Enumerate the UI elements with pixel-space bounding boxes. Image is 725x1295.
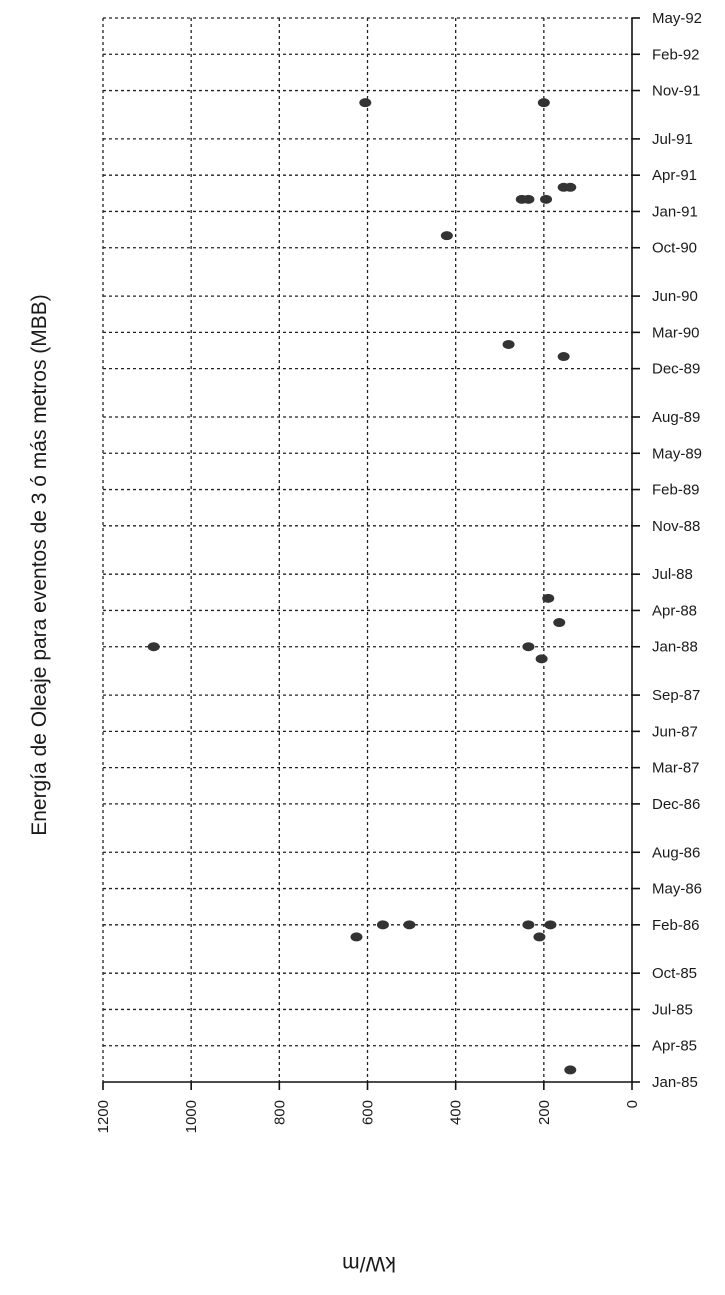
- date-tick-label: Jun-90: [652, 288, 698, 305]
- energy-tick-labels: 0 200 400 600 800 1000 1200: [95, 1100, 641, 1133]
- data-point: [553, 618, 566, 628]
- data-point: [350, 932, 363, 942]
- date-tick-label: Apr-88: [652, 602, 697, 619]
- data-point: [147, 642, 160, 652]
- data-point: [376, 920, 389, 930]
- energy-tick-label: 1200: [95, 1100, 112, 1133]
- date-tick-labels: Jan-85 Apr-85 Jul-85 Oct-85 Feb-86 May-86 Aug-…: [652, 10, 702, 1091]
- energy-tick-label: 400: [448, 1100, 465, 1125]
- date-tick-label: Mar-90: [652, 324, 700, 341]
- date-tick-label: May-89: [652, 445, 702, 462]
- date-tick-label: Dec-89: [652, 361, 700, 378]
- data-point: [440, 231, 453, 241]
- date-tick-label: Jul-88: [652, 566, 693, 583]
- date-tick-label: Feb-92: [652, 46, 700, 63]
- date-tick-label: Oct-90: [652, 240, 697, 257]
- data-points: [147, 98, 577, 1075]
- data-point: [522, 642, 535, 652]
- date-tick-label: Aug-86: [652, 844, 700, 861]
- data-point: [535, 654, 548, 664]
- axes: [102, 17, 640, 1090]
- date-tick-label: Jan-91: [652, 203, 698, 220]
- date-tick-label: May-86: [652, 881, 702, 898]
- date-tick-label: May-92: [652, 10, 702, 27]
- data-point: [502, 339, 515, 349]
- date-tick-label: Oct-85: [652, 965, 697, 982]
- date-tick-label: Aug-89: [652, 409, 700, 426]
- date-tick-label: Jan-88: [652, 639, 698, 656]
- date-tick-label: Jul-85: [652, 1001, 693, 1018]
- energy-tick-label: 1000: [183, 1100, 200, 1133]
- data-point: [544, 920, 557, 930]
- date-tick-label: Feb-89: [652, 482, 700, 499]
- grid-lines: [102, 17, 632, 1082]
- data-point: [533, 932, 546, 942]
- energy-tick-label: 200: [536, 1100, 553, 1125]
- data-point: [522, 194, 535, 204]
- energy-tick-label: 800: [271, 1100, 288, 1125]
- date-tick-label: Jun-87: [652, 723, 698, 740]
- date-tick-label: Apr-91: [652, 167, 697, 184]
- data-point: [542, 593, 555, 603]
- data-point: [403, 920, 416, 930]
- date-tick-label: Apr-85: [652, 1038, 697, 1055]
- date-tick-label: Nov-88: [652, 518, 700, 535]
- energy-tick-label: 600: [360, 1100, 377, 1125]
- data-point: [557, 352, 570, 362]
- date-tick-label: Feb-86: [652, 917, 700, 934]
- date-tick-label: Dec-86: [652, 796, 700, 813]
- data-point: [359, 98, 372, 108]
- data-point: [540, 194, 553, 204]
- data-point: [564, 1065, 577, 1075]
- data-point: [564, 182, 577, 192]
- energy-axis-title: kW/m: [342, 1252, 396, 1275]
- date-tick-label: Jul-91: [652, 131, 693, 148]
- data-point: [537, 98, 550, 108]
- date-tick-label: Jan-85: [652, 1074, 698, 1091]
- chart-title: Energía de Oleaje para eventos de 3 ó má…: [28, 294, 51, 836]
- date-tick-label: Mar-87: [652, 760, 700, 777]
- date-tick-label: Nov-91: [652, 83, 700, 100]
- energy-tick-label: 0: [624, 1100, 641, 1108]
- data-point: [522, 920, 535, 930]
- date-tick-label: Sep-87: [652, 687, 700, 704]
